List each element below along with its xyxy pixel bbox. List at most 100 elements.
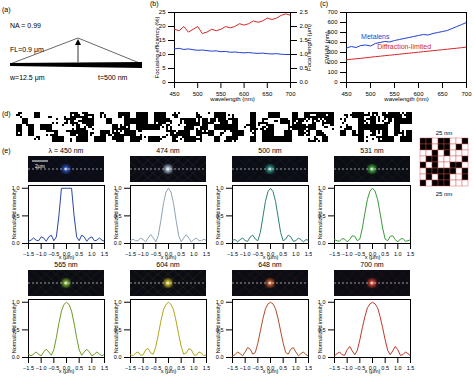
svg-text:−1.0: −1.0	[240, 365, 251, 371]
svg-text:Metalens: Metalens	[361, 33, 390, 40]
svg-text:−0.5: −0.5	[150, 365, 161, 371]
svg-text:450: 450	[169, 91, 180, 97]
svg-text:0.5: 0.5	[381, 365, 389, 371]
svg-text:wavelength (nm): wavelength (nm)	[209, 96, 254, 102]
svg-text:1.0: 1.0	[394, 365, 402, 371]
svg-text:x (μm): x (μm)	[263, 254, 279, 260]
svg-text:650: 650	[262, 91, 273, 97]
svg-text:wavelength (nm): wavelength (nm)	[383, 96, 428, 102]
svg-text:x (μm): x (μm)	[365, 254, 381, 260]
svg-text:−0.5: −0.5	[48, 251, 59, 257]
svg-text:700: 700	[461, 91, 472, 97]
svg-text:0.0: 0.0	[114, 240, 122, 246]
svg-text:0: 0	[334, 79, 338, 85]
svg-text:x (μm): x (μm)	[263, 368, 279, 374]
svg-text:700: 700	[327, 9, 338, 15]
svg-text:0.5: 0.5	[75, 365, 83, 371]
svg-text:1.0: 1.0	[394, 251, 402, 257]
svg-text:−1.5: −1.5	[227, 251, 238, 257]
svg-text:0.0: 0.0	[318, 240, 326, 246]
svg-text:1.0: 1.0	[292, 251, 300, 257]
svg-text:−1.5: −1.5	[227, 365, 238, 371]
svg-text:1.5: 1.5	[407, 365, 415, 371]
svg-text:1.0: 1.0	[190, 365, 198, 371]
svg-text:x (μm): x (μm)	[59, 368, 75, 374]
svg-text:600: 600	[327, 19, 338, 25]
svg-text:20: 20	[159, 23, 166, 29]
svg-text:x (μm): x (μm)	[59, 254, 75, 260]
svg-text:NA = 0.99: NA = 0.99	[10, 22, 41, 29]
svg-text:0.0: 0.0	[114, 354, 122, 360]
svg-text:15: 15	[159, 37, 166, 43]
svg-text:−0.5: −0.5	[48, 365, 59, 371]
svg-text:−1.5: −1.5	[125, 251, 136, 257]
svg-text:700: 700	[285, 91, 296, 97]
svg-text:25 nm: 25 nm	[436, 130, 453, 136]
svg-text:1.0: 1.0	[190, 251, 198, 257]
svg-text:0: 0	[162, 79, 166, 85]
svg-text:−1.0: −1.0	[240, 251, 251, 257]
svg-text:0.0: 0.0	[216, 240, 224, 246]
svg-text:0.0: 0.0	[216, 354, 224, 360]
svg-text:1.0: 1.0	[88, 251, 96, 257]
svg-text:−0.5: −0.5	[150, 251, 161, 257]
svg-text:Normalized intensity: Normalized intensity	[113, 189, 119, 239]
svg-text:Focusing efficiency (%): Focusing efficiency (%)	[154, 17, 160, 79]
svg-text:1.5: 1.5	[407, 251, 415, 257]
svg-text:−1.5: −1.5	[329, 251, 340, 257]
svg-text:0.5: 0.5	[177, 365, 185, 371]
svg-text:25 nm: 25 nm	[436, 191, 453, 197]
svg-text:x (μm): x (μm)	[161, 254, 177, 260]
svg-text:Focal length (μm): Focal length (μm)	[306, 24, 312, 71]
svg-text:10: 10	[159, 51, 166, 57]
svg-text:2.5: 2.5	[300, 9, 309, 15]
svg-text:Diffraction-limited: Diffraction-limited	[377, 43, 431, 50]
svg-text:−1.5: −1.5	[125, 365, 136, 371]
svg-text:(a): (a)	[2, 6, 11, 14]
svg-text:0.5: 0.5	[177, 251, 185, 257]
svg-text:0.0: 0.0	[318, 354, 326, 360]
svg-text:w=12.5 μm: w=12.5 μm	[9, 74, 45, 82]
svg-text:−1.0: −1.0	[36, 251, 47, 257]
svg-text:650: 650	[437, 91, 448, 97]
svg-text:−1.0: −1.0	[342, 365, 353, 371]
svg-text:−0.5: −0.5	[354, 365, 365, 371]
svg-text:−1.5: −1.5	[23, 251, 34, 257]
svg-text:−1.0: −1.0	[138, 365, 149, 371]
svg-text:−0.5: −0.5	[354, 251, 365, 257]
svg-text:−1.0: −1.0	[36, 365, 47, 371]
svg-text:500: 500	[365, 91, 376, 97]
svg-text:0.0: 0.0	[300, 79, 309, 85]
svg-text:−1.0: −1.0	[342, 251, 353, 257]
svg-text:0.5: 0.5	[279, 365, 287, 371]
svg-text:2μm: 2μm	[35, 163, 45, 169]
svg-text:0.5: 0.5	[381, 251, 389, 257]
svg-text:100: 100	[327, 69, 338, 75]
svg-text:Normalized intensity: Normalized intensity	[11, 189, 17, 239]
svg-text:5: 5	[162, 65, 166, 71]
svg-text:Normalized intensity: Normalized intensity	[11, 303, 17, 353]
svg-text:Normalized intensity: Normalized intensity	[113, 303, 119, 353]
svg-text:1.0: 1.0	[88, 365, 96, 371]
svg-text:FL=0.9 μm: FL=0.9 μm	[10, 46, 44, 54]
svg-text:−1.0: −1.0	[138, 251, 149, 257]
svg-text:1.0: 1.0	[292, 365, 300, 371]
svg-text:0.0: 0.0	[12, 354, 20, 360]
svg-text:0.0: 0.0	[12, 240, 20, 246]
svg-text:−1.5: −1.5	[23, 365, 34, 371]
svg-text:−0.5: −0.5	[252, 365, 263, 371]
svg-text:Normalized intensity: Normalized intensity	[215, 303, 221, 353]
svg-text:FWHM (nm): FWHM (nm)	[324, 31, 330, 64]
svg-text:450: 450	[341, 91, 352, 97]
svg-text:t=500 nm: t=500 nm	[98, 74, 128, 81]
svg-text:−0.5: −0.5	[252, 251, 263, 257]
svg-text:−1.5: −1.5	[329, 365, 340, 371]
svg-text:25: 25	[159, 9, 166, 15]
svg-text:Normalized intensity: Normalized intensity	[317, 303, 323, 353]
svg-text:Normalized intensity: Normalized intensity	[215, 189, 221, 239]
svg-text:x (μm): x (μm)	[161, 368, 177, 374]
svg-text:x (μm): x (μm)	[365, 368, 381, 374]
svg-text:500: 500	[193, 91, 204, 97]
svg-text:0.5: 0.5	[279, 251, 287, 257]
svg-text:0.5: 0.5	[75, 251, 83, 257]
